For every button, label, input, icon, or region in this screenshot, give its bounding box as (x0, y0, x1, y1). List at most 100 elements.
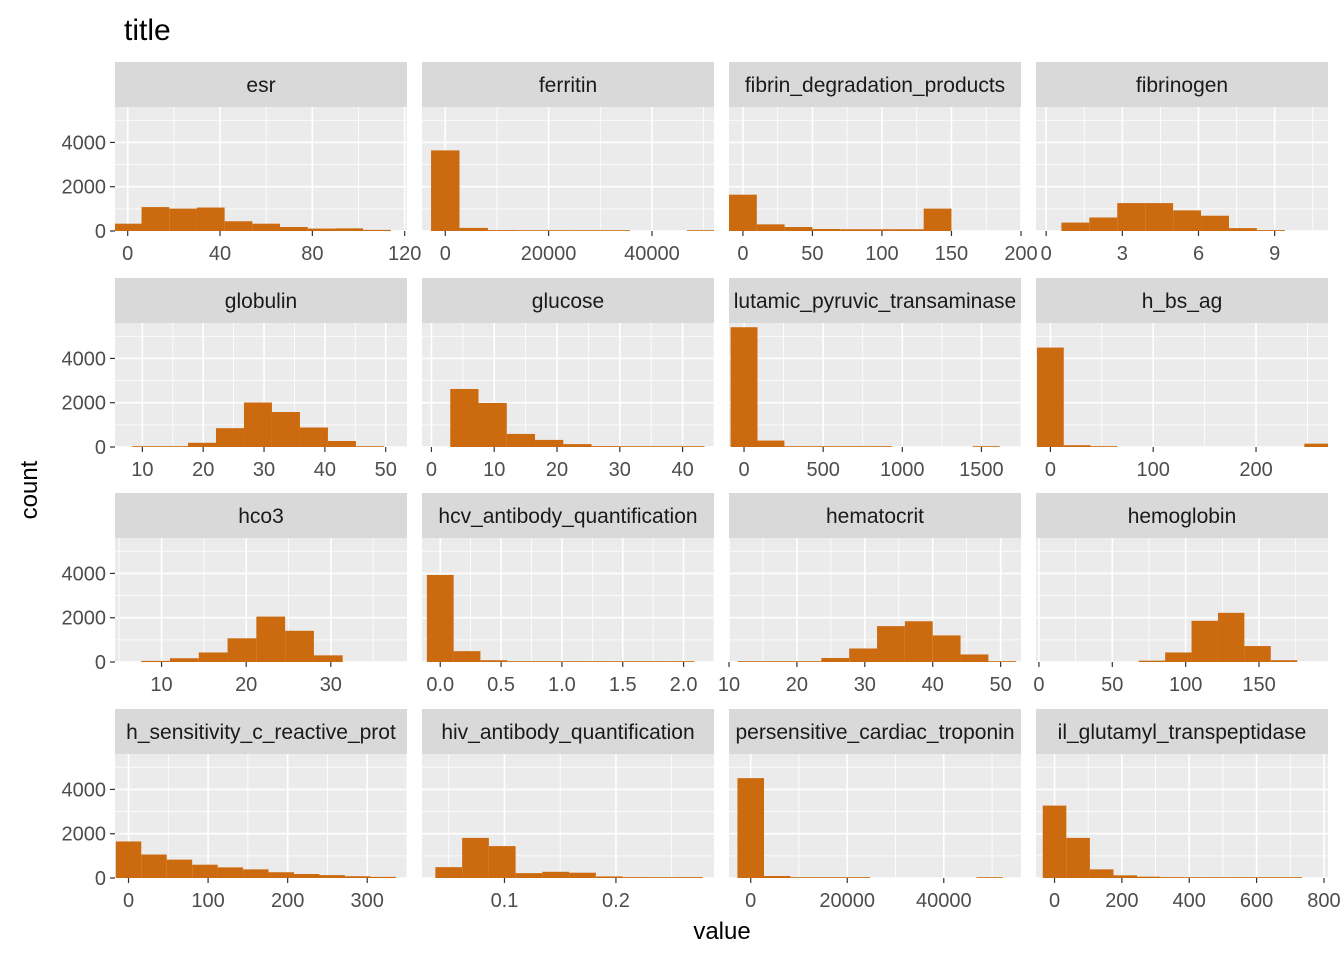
x-tick-label: 0 (122, 243, 133, 265)
histogram-bar (976, 877, 1003, 878)
histogram-bar (1090, 446, 1118, 447)
panel-background (729, 107, 1021, 231)
histogram-bar (285, 630, 314, 662)
histogram-bar (363, 229, 391, 231)
histogram-bar (299, 427, 328, 447)
histogram-bars (737, 778, 1003, 878)
x-tick-label: 100 (191, 890, 224, 912)
histogram-bar (1063, 445, 1091, 447)
histogram-bar (115, 223, 142, 231)
histogram-bar (1270, 660, 1298, 662)
x-tick-label: 200 (1004, 243, 1037, 265)
histogram-bar (1201, 215, 1229, 231)
histogram-bar (1244, 646, 1271, 662)
x-tick-label: 20 (235, 674, 257, 696)
x-tick-label: 40000 (916, 890, 972, 912)
facet-panel-h_bs_ag: h_bs_ag 0 100 200 (1036, 278, 1328, 481)
x-tick-label: 10 (483, 459, 505, 481)
histogram-bars (730, 327, 1000, 447)
y-tick-label: 4000 (62, 563, 107, 585)
histogram-bar (435, 867, 463, 878)
histogram-bar (1207, 877, 1232, 878)
histogram-bar (160, 446, 188, 447)
histogram-bar (132, 446, 161, 447)
facet-strip-label: hcv_antibody_quantification (438, 505, 697, 528)
x-tick-label: 10 (131, 459, 153, 481)
facet-strip (1036, 62, 1328, 107)
histogram-bar (462, 837, 489, 878)
y-tick-label: 0 (95, 221, 106, 243)
histogram-bar (595, 876, 623, 878)
x-tick-label: 0 (745, 890, 756, 912)
histogram-bar (507, 661, 534, 662)
histogram-bar (1184, 877, 1208, 878)
facet-strip (729, 278, 1021, 323)
histogram-bar (141, 854, 167, 878)
histogram-bar (196, 207, 225, 231)
facet-strip-label: h_sensitivity_c_reactive_prot (126, 721, 396, 744)
x-tick-label: 50 (1101, 674, 1123, 696)
facet-strip (115, 62, 407, 107)
histogram-bar (515, 873, 543, 878)
panel-background (1036, 107, 1328, 231)
histogram-bar (793, 661, 822, 662)
x-tick-label: 800 (1307, 890, 1340, 912)
histogram-bars (115, 841, 396, 878)
histogram-bar (478, 402, 507, 447)
histogram-bar (516, 230, 545, 231)
histogram-bar (487, 230, 517, 231)
x-tick-label: 0 (1041, 243, 1052, 265)
histogram-bar (868, 229, 896, 231)
x-tick-label: 0 (426, 459, 437, 481)
x-tick-label: 20 (546, 459, 568, 481)
histogram-bar (619, 446, 649, 447)
histogram-bar (676, 446, 705, 447)
facet-panel-hemoglobin: hemoglobin 0 50 100 150 (1033, 493, 1328, 696)
facet-panel-hco3: hco3 10 20 30 0 2000 4000 (62, 493, 407, 696)
histogram-bars (1037, 347, 1328, 447)
x-tick-label: 40 (209, 243, 231, 265)
histogram-bar (370, 876, 396, 878)
facet-panel-ferritin: ferritin 0 20000 40000 (422, 62, 714, 265)
facet-panel-il_glutamyl_transpeptidase: il_glutamyl_transpeptidase 0 200 400 600 800 (1036, 709, 1341, 912)
facet-strip-label: ferritin (539, 74, 597, 97)
x-tick-label: 120 (388, 243, 421, 265)
histogram-bar (169, 208, 197, 231)
x-tick-label: 100 (865, 243, 898, 265)
x-tick-label: 150 (1242, 674, 1275, 696)
histogram-bar (676, 877, 703, 878)
histogram-bars (1042, 805, 1303, 878)
histogram-bar (1042, 805, 1067, 878)
histogram-bar (895, 229, 924, 231)
facet-strip-label: hiv_antibody_quantification (441, 721, 694, 744)
histogram-bar (840, 229, 869, 231)
histogram-bar (849, 648, 878, 662)
histogram-bar (591, 446, 620, 447)
histogram-bar (431, 150, 460, 231)
histogram-bar (790, 877, 818, 878)
histogram-bar (506, 433, 536, 447)
histogram-bar (141, 660, 171, 662)
histogram-bar (811, 446, 839, 447)
x-tick-label: 100 (1137, 459, 1170, 481)
y-tick-label: 0 (95, 437, 106, 459)
panel-background (729, 538, 1021, 662)
histogram-bar (1061, 222, 1090, 231)
x-tick-label: 9 (1269, 243, 1280, 265)
histogram-bar (812, 229, 841, 231)
facet-strip-label: persensitive_cardiac_troponin (736, 721, 1015, 744)
y-tick-label: 0 (95, 868, 106, 890)
histogram-bar (667, 661, 695, 662)
histogram-bar (1191, 620, 1218, 662)
y-tick-label: 2000 (62, 177, 107, 199)
histogram-bar (932, 635, 961, 662)
histogram-bar (480, 660, 508, 662)
x-tick-label: 30 (320, 674, 342, 696)
histogram-bar (335, 228, 364, 231)
x-tick-label: 0.5 (487, 674, 515, 696)
histogram-bar (817, 877, 844, 878)
y-tick-label: 2000 (62, 608, 107, 630)
histogram-bar (784, 446, 812, 447)
x-tick-label: 400 (1173, 890, 1206, 912)
